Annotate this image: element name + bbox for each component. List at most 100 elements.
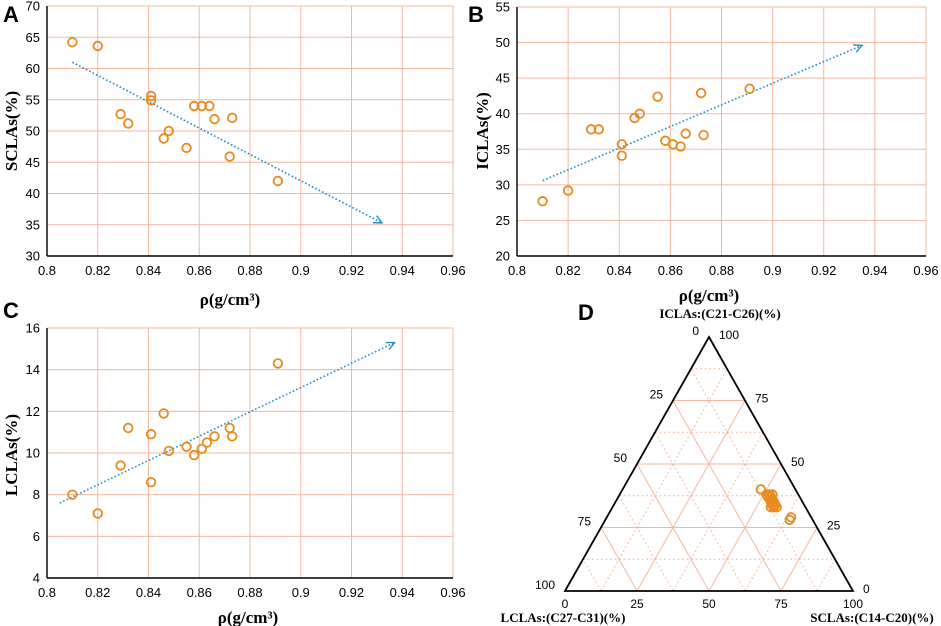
data-point xyxy=(163,445,175,457)
data-point xyxy=(698,129,709,141)
data-point xyxy=(695,87,707,99)
trend-line-b xyxy=(542,44,864,182)
ternary-grid-line xyxy=(618,495,674,592)
x-tick-label: 0.86 xyxy=(187,585,212,600)
panel-letter-a: A xyxy=(3,2,19,27)
ternary-grid-line xyxy=(600,368,728,592)
trend-arrowhead xyxy=(853,44,864,53)
ternary-left-tick: 100 xyxy=(535,578,555,592)
scatter-panel-c: 0.8 0.82 0.84 0.86 0.88 0.9 0.92 0.94 0.96 4 6 8 10… xyxy=(2,321,466,626)
data-point xyxy=(616,150,628,161)
ternary-bottom-tick: 0 xyxy=(562,597,569,611)
data-point xyxy=(593,124,605,135)
x-tick-label: 0.82 xyxy=(555,263,580,278)
y-tick-label: 45 xyxy=(26,155,40,170)
x-tick-label: 0.86 xyxy=(658,263,683,278)
y-tick-label: 30 xyxy=(496,177,510,192)
ternary-grid-line xyxy=(654,432,746,592)
y-axis-label-c: LCLAs(%) xyxy=(2,414,21,496)
x-axis-label-a: ρ(g/cm³) xyxy=(200,290,260,309)
points-b xyxy=(537,83,755,207)
data-point xyxy=(224,422,235,434)
data-point xyxy=(272,175,284,187)
y-tick-label: 55 xyxy=(26,92,40,107)
data-point xyxy=(634,108,645,119)
grid-c xyxy=(46,327,454,579)
ternary-right-tick: 25 xyxy=(827,519,841,533)
y-tick-label: 35 xyxy=(496,142,510,157)
x-tick-label: 0.94 xyxy=(390,263,415,278)
x-tick-label: 0.96 xyxy=(440,263,465,278)
y-tick-label: 50 xyxy=(26,124,40,139)
x-tick-label: 0.9 xyxy=(292,585,310,600)
trend-line xyxy=(72,61,383,224)
x-tick-label: 0.82 xyxy=(85,585,110,600)
ternary-left-label: LCLAs:(C27-C31)(%) xyxy=(501,610,626,625)
ternary-grid-line xyxy=(600,527,638,592)
ternary-bottom-tick: 100 xyxy=(843,597,863,611)
data-point xyxy=(145,476,157,488)
x-tick-label: 0.88 xyxy=(709,263,734,278)
ternary-data-point xyxy=(768,496,780,508)
y-ticks-c: 4 6 8 10 12 14 16 xyxy=(26,321,40,586)
trend-arrowhead xyxy=(372,215,384,224)
x-tick-label: 0.9 xyxy=(764,263,782,278)
ternary-grid-line xyxy=(690,368,818,592)
ternary-top-label: ICLAs:(C21-C26)(%) xyxy=(659,306,780,321)
data-point xyxy=(196,100,207,112)
ternary-grid-line xyxy=(636,463,710,592)
ternary-data-point xyxy=(755,484,767,495)
axes-b xyxy=(516,7,926,257)
ternary-triangle xyxy=(563,335,855,592)
x-tick-label: 0.84 xyxy=(136,585,161,600)
y-tick-label: 6 xyxy=(33,529,40,544)
data-point xyxy=(181,441,192,452)
axes-c xyxy=(46,328,453,579)
data-point xyxy=(145,429,157,440)
data-point xyxy=(675,141,686,152)
data-point xyxy=(227,431,238,442)
y-tick-label: 60 xyxy=(26,61,40,76)
data-point xyxy=(227,112,238,124)
data-point xyxy=(115,108,126,120)
x-tick-label: 0.8 xyxy=(508,263,526,278)
x-ticks-c: 0.8 0.82 0.84 0.86 0.88 0.9 0.92 0.94 0.96 xyxy=(38,585,466,600)
ternary-frame xyxy=(563,335,855,592)
ternary-data-point xyxy=(771,501,782,513)
x-axis-label-b: ρ(g/cm³) xyxy=(679,286,739,305)
x-tick-label: 0.94 xyxy=(390,585,415,600)
data-point xyxy=(272,358,284,369)
axes-a xyxy=(46,6,453,257)
ternary-panel-d: 0 0 0 25 25 25 50 50 50 75 75 75 100 100 100 ICLAs:(C2… xyxy=(501,306,934,625)
y-tick-label: 12 xyxy=(26,404,40,419)
x-tick-label: 0.96 xyxy=(440,585,465,600)
x-tick-label: 0.96 xyxy=(913,263,938,278)
ternary-left-tick: 50 xyxy=(614,451,628,465)
y-tick-label: 45 xyxy=(496,71,510,86)
x-tick-label: 0.9 xyxy=(292,263,310,278)
x-axis-label-c: ρ(g/cm³) xyxy=(218,608,278,626)
trend-line xyxy=(59,341,395,504)
ternary-ticks: 0 0 0 25 25 25 50 50 50 75 75 75 100 100 100 xyxy=(535,324,870,611)
ternary-grid-line xyxy=(816,559,836,592)
ternary-left-tick: 75 xyxy=(578,515,592,529)
data-point xyxy=(92,40,103,52)
ternary-data-point xyxy=(761,489,772,500)
data-point xyxy=(67,489,78,500)
ternary-grid-line xyxy=(672,432,764,592)
points-c xyxy=(67,358,284,519)
y-axis-label-a: SCLAs(%) xyxy=(2,91,21,171)
y-ticks-a: 30 35 40 45 50 55 60 65 70 xyxy=(26,0,40,264)
grid-b xyxy=(516,6,927,257)
x-ticks-a: 0.8 0.82 0.84 0.86 0.88 0.9 0.92 0.94 0.96 xyxy=(38,263,466,278)
data-point xyxy=(122,118,134,129)
y-tick-label: 10 xyxy=(26,446,40,461)
data-point xyxy=(115,460,126,471)
y-tick-label: 70 xyxy=(26,0,40,14)
ternary-right-tick: 75 xyxy=(755,392,769,406)
ternary-bottom-tick: 25 xyxy=(630,597,644,611)
data-point xyxy=(122,422,134,434)
ternary-grid-line xyxy=(582,559,602,592)
y-tick-label: 14 xyxy=(26,362,40,377)
